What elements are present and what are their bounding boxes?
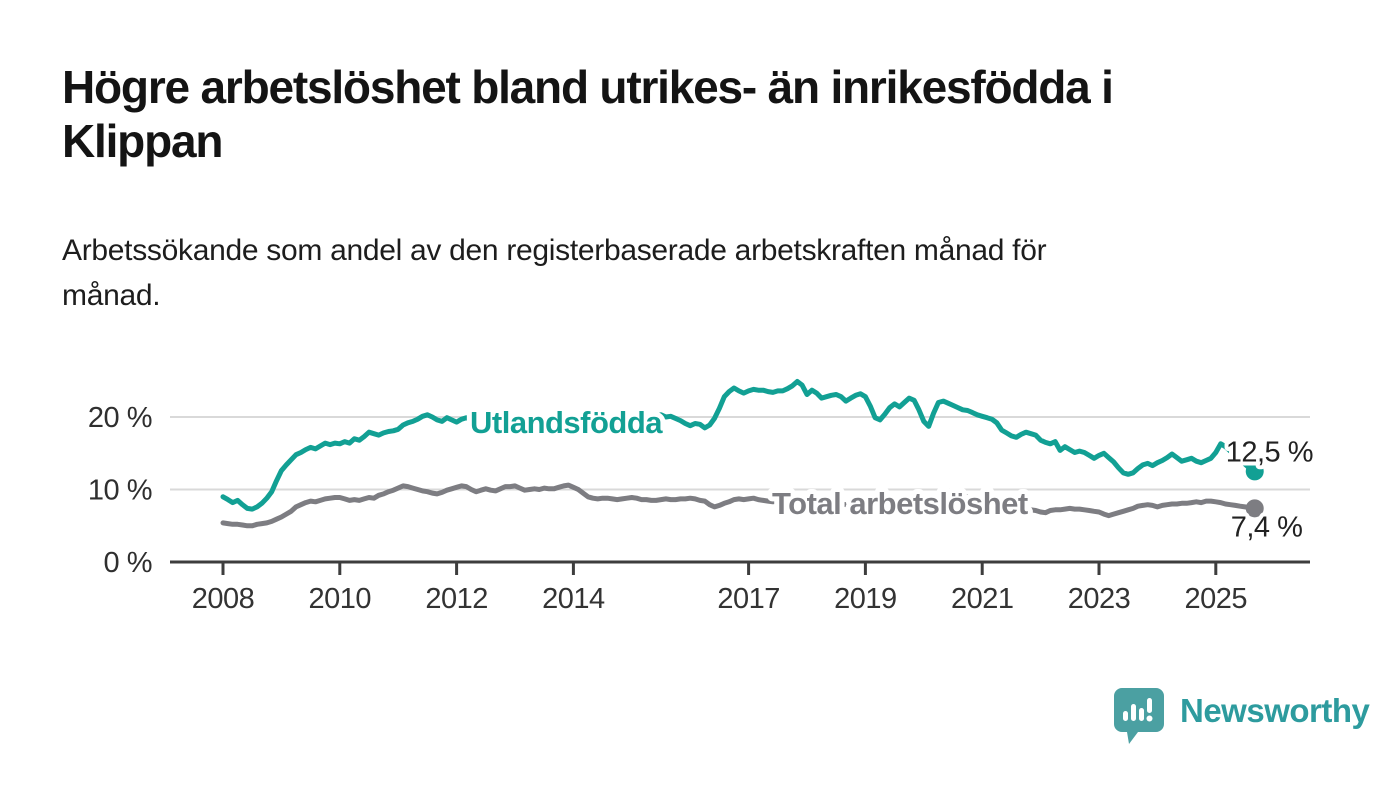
x-tick-label-2010: 2010 [309, 583, 372, 615]
x-tick-label-2023: 2023 [1068, 583, 1131, 615]
y-tick-label-0: 0 % [104, 547, 152, 579]
series-line-utlandsfodda [220, 379, 1258, 512]
page-title-line-1: Högre arbetslöshet bland utrikes- än inr… [62, 61, 1114, 113]
page-title-line-2: Klippan [62, 115, 223, 167]
end-value-label-total-arbetsloshet: 7,4 % [1231, 511, 1303, 543]
newsworthy-logo: Newsworthy [1112, 684, 1370, 748]
x-tick-label-2017: 2017 [717, 583, 780, 615]
page-title: Högre arbetslöshet bland utrikes- än inr… [62, 60, 1362, 168]
x-tick-label-2008: 2008 [192, 583, 255, 615]
end-dot-total-arbetsloshet [1245, 499, 1264, 518]
series-label-total-arbetsloshet: Total arbetslöshet [772, 486, 1028, 521]
x-tick-label-2025: 2025 [1185, 583, 1248, 615]
page-subtitle-line-1: Arbetssökande som andel av den registerb… [62, 234, 1047, 267]
x-tick-label-2012: 2012 [425, 583, 488, 615]
page-subtitle: Arbetssökande som andel av den registerb… [62, 228, 1302, 318]
series-line-total-arbetsloshet [220, 482, 1258, 529]
y-tick-label-10: 10 % [88, 475, 152, 507]
x-tick-label-2019: 2019 [834, 583, 897, 615]
newsworthy-wordmark: Newsworthy [1180, 692, 1370, 729]
series-label-utlandsfodda: Utlandsfödda [470, 405, 663, 440]
newsworthy-speech-bubble-bar-chart-icon [1114, 688, 1164, 744]
x-tick-label-2014: 2014 [542, 583, 605, 615]
end-value-label-utlandsfodda: 12,5 % [1226, 436, 1313, 468]
y-tick-label-20: 20 % [88, 402, 152, 434]
end-dot-utlandsfodda [1245, 462, 1264, 481]
x-tick-label-2021: 2021 [951, 583, 1014, 615]
page-subtitle-line-2: månad. [62, 279, 161, 312]
